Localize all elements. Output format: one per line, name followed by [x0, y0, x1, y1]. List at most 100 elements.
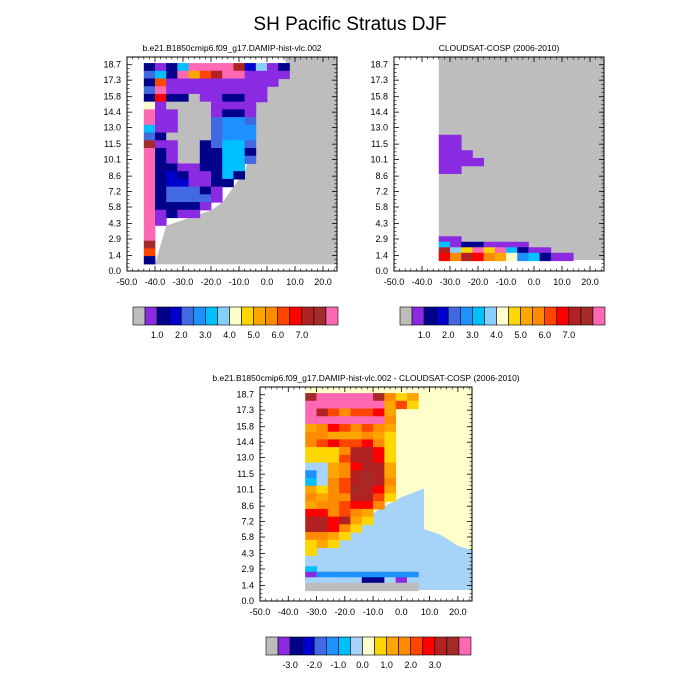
heatmap-cell — [211, 109, 223, 118]
y-tick-label: 2.9 — [241, 564, 254, 574]
colorbar-label: 1.0 — [418, 330, 431, 340]
heatmap-cell — [143, 148, 156, 157]
heatmap-cell — [327, 470, 340, 479]
heatmap-cell — [316, 400, 329, 410]
heatmap-cell — [373, 493, 385, 502]
heatmap-cell — [373, 582, 385, 592]
heatmap-cell — [305, 571, 317, 581]
heatmap-cell — [233, 86, 245, 95]
heatmap-cell — [177, 86, 189, 95]
heatmap-cell — [461, 150, 473, 159]
heatmap-cell — [233, 109, 245, 118]
colorbar-swatch — [217, 306, 230, 326]
x-tick-label: 10.0 — [553, 277, 571, 287]
heatmap-cell — [316, 532, 329, 541]
heatmap-cell — [199, 86, 212, 95]
heatmap-cell — [528, 247, 540, 256]
heatmap-cell — [350, 423, 363, 433]
heatmap-cell — [222, 101, 234, 110]
colorbar-label: 2.0 — [404, 660, 417, 670]
colorbar-swatch — [434, 636, 448, 656]
y-tick-label: 8.6 — [241, 501, 254, 511]
heatmap-cell — [395, 577, 408, 586]
heatmap-cell — [384, 577, 397, 586]
heatmap-cell — [166, 148, 178, 157]
heatmap-cell — [255, 93, 268, 103]
heatmap-cell — [211, 117, 223, 126]
heatmap-cell — [305, 423, 317, 433]
heatmap-cell — [373, 393, 385, 402]
heatmap-cell — [222, 70, 234, 80]
heatmap-cell — [155, 155, 167, 165]
heatmap-cell — [222, 140, 234, 149]
x-tick-label: 10.0 — [286, 277, 304, 287]
heatmap-cell — [384, 400, 397, 410]
heatmap-cell — [244, 148, 257, 157]
heatmap-cell — [255, 63, 268, 72]
heatmap-cell — [528, 252, 540, 262]
heatmap-cell — [143, 93, 156, 103]
heatmap-cell — [406, 582, 419, 592]
heatmap-cell — [438, 134, 451, 144]
heatmap-cell — [361, 571, 374, 581]
heatmap-cell — [143, 117, 156, 126]
heatmap-cell — [395, 393, 408, 402]
heatmap-cell — [361, 485, 374, 495]
heatmap-cell — [188, 209, 201, 219]
heatmap-cell — [316, 571, 329, 581]
heatmap-cell — [316, 493, 329, 502]
chart-panel-2: CLOUDSAT-COSP (2006-2010) -50.0 -40.0 -30.0… — [370, 43, 606, 340]
heatmap-cell — [188, 202, 201, 211]
x-tick-label: -40.0 — [145, 277, 166, 287]
heatmap-cell — [384, 447, 397, 456]
heatmap-cell — [222, 109, 234, 118]
colorbar-label: 5.0 — [247, 330, 260, 340]
heatmap-cell — [233, 148, 245, 157]
heatmap-cell — [316, 416, 329, 425]
heatmap-cell — [373, 571, 385, 581]
heatmap-cell — [155, 117, 167, 126]
colorbar-swatch — [277, 306, 291, 326]
heatmap-cell — [494, 241, 507, 251]
heatmap-cell — [188, 178, 201, 188]
heatmap-cell — [305, 393, 317, 402]
heatmap-cell — [327, 416, 340, 425]
heatmap-cell — [361, 478, 374, 487]
heatmap-cell — [255, 86, 268, 95]
colorbar-swatch — [556, 306, 570, 326]
heatmap-cell — [155, 178, 167, 188]
heatmap-cell — [384, 493, 397, 502]
heatmap-cell — [339, 393, 351, 402]
heatmap-cell — [327, 400, 340, 410]
y-tick-label: 14.4 — [370, 107, 388, 117]
heatmap-cell — [450, 134, 462, 144]
heatmap-cell — [438, 247, 451, 256]
x-tick-label: -50.0 — [250, 607, 271, 617]
heatmap-cell — [199, 178, 212, 188]
colorbar-swatch — [277, 636, 291, 656]
y-tick-label: 13.0 — [103, 123, 121, 133]
heatmap-cell — [305, 516, 317, 525]
heatmap-cell — [350, 582, 363, 592]
y-tick-label: 2.9 — [108, 234, 121, 244]
heatmap-cell — [327, 454, 340, 464]
x-tick-label: -20.0 — [335, 607, 356, 617]
heatmap-cell — [361, 454, 374, 464]
heatmap-cell — [327, 539, 340, 549]
heatmap-cell — [327, 478, 340, 487]
y-tick-label: 15.8 — [370, 92, 388, 102]
heatmap-cell — [166, 109, 178, 118]
heatmap-cell — [327, 524, 340, 533]
heatmap-cell — [143, 225, 156, 234]
heatmap-cell — [188, 93, 201, 103]
colorbar-swatch — [301, 636, 315, 656]
heatmap-cell — [384, 416, 397, 425]
heatmap-cell — [143, 232, 156, 242]
heatmap-cell — [155, 171, 167, 180]
figure-title: SH Pacific Stratus DJF — [253, 14, 446, 35]
heatmap-cell — [233, 163, 245, 172]
heatmap-cell — [222, 132, 234, 141]
colorbar-swatch — [265, 306, 279, 326]
heatmap-cell — [472, 252, 484, 262]
heatmap-cell — [506, 252, 518, 262]
